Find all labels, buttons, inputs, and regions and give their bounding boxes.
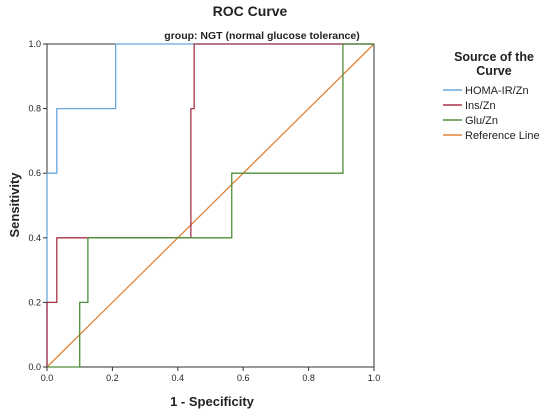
y-tick-label: 0.0 [28,362,41,372]
x-tick-label: 1.0 [368,373,381,383]
legend-items: HOMA-IR/Zn Ins/Zn Glu/Zn Reference Line [443,85,540,142]
legend: Source of the Curve HOMA-IR/Zn Ins/Zn Glu/… [443,50,540,142]
y-tick-label: 0.2 [28,297,41,307]
x-axis-label: 1 - Specificity [170,394,255,409]
chart-subtitle: group: NGT (normal glucose tolerance) [164,30,359,42]
x-tick-label: 0.0 [41,373,54,383]
legend-label-glu-zn: Glu/Zn [465,115,498,127]
series-layer [46,43,375,368]
series-line-glu-zn [47,43,374,368]
y-tick-label: 0.4 [28,233,41,243]
chart-title: ROC Curve [213,3,288,19]
x-axis-ticks: 0.0 0.2 0.4 0.6 0.8 1.0 [41,367,381,383]
legend-title-line-2: Curve [476,64,511,78]
y-axis-label: Sensitivity [7,172,22,238]
y-axis-ticks: 0.0 0.2 0.4 0.6 0.8 1.0 [28,39,47,372]
x-tick-label: 0.2 [106,373,119,383]
plot-area: 0.0 0.2 0.4 0.6 0.8 1.0 0.0 0.2 0.4 0.6 0.8 1.0 [28,39,380,383]
series-line-reference-line [46,43,375,368]
y-tick-label: 0.8 [28,104,41,114]
legend-label-ins-zn: Ins/Zn [465,100,496,112]
x-tick-label: 0.4 [172,373,185,383]
legend-title-line-1: Source of the [454,50,534,64]
legend-label-homa-ir-zn: HOMA-IR/Zn [465,85,529,97]
legend-label-reference-line: Reference Line [465,130,540,142]
y-tick-label: 1.0 [28,39,41,49]
x-tick-label: 0.6 [237,373,250,383]
y-tick-label: 0.6 [28,168,41,178]
x-tick-label: 0.8 [302,373,315,383]
